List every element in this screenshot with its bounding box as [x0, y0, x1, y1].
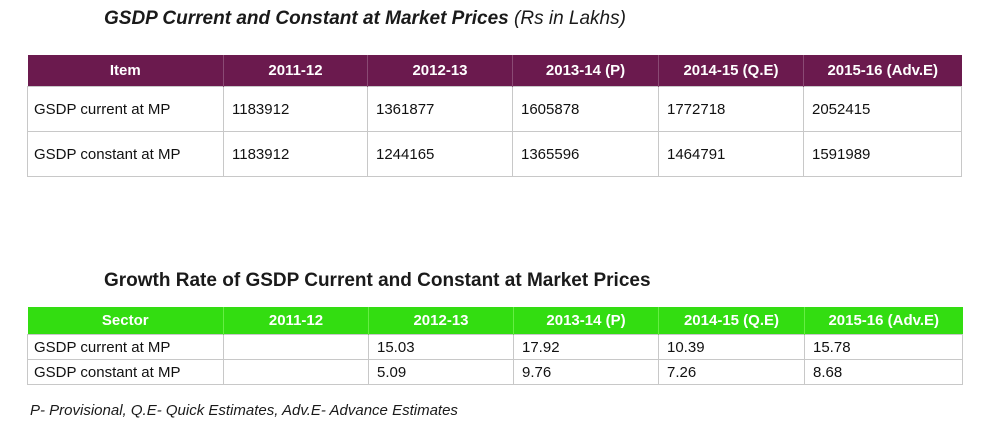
column-header: 2015-16 (Adv.E): [803, 55, 962, 87]
table-cell: 2052415: [803, 86, 962, 132]
gsdp-prices-table: Item 2011-12 2012-13 2013-14 (P) 2014-15…: [27, 55, 962, 177]
table-cell: 1244165: [367, 131, 513, 177]
row-label: GSDP constant at MP: [27, 131, 224, 177]
column-header: 2012-13: [368, 307, 514, 335]
column-header: 2011-12: [223, 307, 369, 335]
row-label: GSDP constant at MP: [27, 359, 224, 385]
row-label: GSDP current at MP: [27, 334, 224, 360]
column-header: 2013-14 (P): [512, 55, 659, 87]
table-cell: 5.09: [368, 359, 514, 385]
row-label: GSDP current at MP: [27, 86, 224, 132]
table-cell: 1605878: [512, 86, 659, 132]
table2-title: Growth Rate of GSDP Current and Constant…: [104, 270, 651, 291]
column-header: 2012-13: [367, 55, 513, 87]
table-cell: [223, 334, 369, 360]
table-row: GSDP constant at MP 1183912 1244165 1365…: [27, 131, 962, 177]
table-cell: [223, 359, 369, 385]
table-cell: 17.92: [513, 334, 659, 360]
table1-title-unit: (Rs in Lakhs): [514, 8, 626, 29]
table-cell: 7.26: [658, 359, 805, 385]
table-cell: 1772718: [658, 86, 804, 132]
column-header: 2013-14 (P): [513, 307, 659, 335]
table-cell: 1365596: [512, 131, 659, 177]
table-cell: 15.78: [804, 334, 963, 360]
column-header: 2011-12: [223, 55, 368, 87]
table-row: GSDP current at MP 15.03 17.92 10.39 15.…: [27, 334, 963, 360]
column-header: 2014-15 (Q.E): [658, 307, 805, 335]
table1-title: GSDP Current and Constant at Market Pric…: [104, 8, 626, 30]
table-cell: 9.76: [513, 359, 659, 385]
column-header: Item: [27, 55, 224, 87]
table-cell: 1464791: [658, 131, 804, 177]
column-header: 2015-16 (Adv.E): [804, 307, 963, 335]
table-cell: 15.03: [368, 334, 514, 360]
table-cell: 8.68: [804, 359, 963, 385]
table-cell: 1361877: [367, 86, 513, 132]
column-header: 2014-15 (Q.E): [658, 55, 804, 87]
table-cell: 1183912: [223, 86, 368, 132]
table-cell: 10.39: [658, 334, 805, 360]
table-header-row: Item 2011-12 2012-13 2013-14 (P) 2014-15…: [27, 55, 962, 87]
table-cell: 1183912: [223, 131, 368, 177]
table-cell: 1591989: [803, 131, 962, 177]
gsdp-growth-table: Sector 2011-12 2012-13 2013-14 (P) 2014-…: [27, 307, 963, 385]
table1-title-text: GSDP Current and Constant at Market Pric…: [104, 8, 509, 29]
table-header-row: Sector 2011-12 2012-13 2013-14 (P) 2014-…: [27, 307, 963, 335]
table-row: GSDP constant at MP 5.09 9.76 7.26 8.68: [27, 359, 963, 385]
table-row: GSDP current at MP 1183912 1361877 16058…: [27, 86, 962, 132]
footnote: P- Provisional, Q.E- Quick Estimates, Ad…: [30, 402, 458, 419]
column-header: Sector: [27, 307, 224, 335]
